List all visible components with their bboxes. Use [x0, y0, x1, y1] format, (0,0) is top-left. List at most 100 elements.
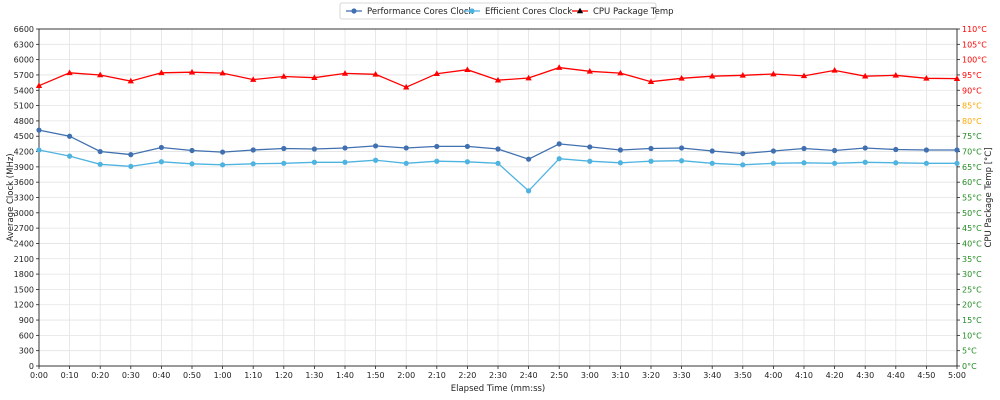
x-tick-label: 0:20 — [91, 371, 109, 380]
right-y-axis-title: CPU Package Temp [°C] — [984, 147, 994, 247]
right-tick-label: 90°C — [962, 86, 982, 95]
legend-item-0: Performance Cores Clock — [346, 7, 474, 17]
data-point — [158, 144, 164, 151]
legend-marker — [469, 8, 475, 14]
right-tick-label: 65°C — [962, 163, 982, 172]
right-tick-label: 50°C — [962, 209, 982, 218]
data-point — [280, 73, 287, 79]
right-tick-label: 45°C — [962, 224, 982, 233]
data-point — [923, 75, 930, 81]
data-point — [464, 159, 470, 165]
right-tick-label: 85°C — [962, 102, 982, 111]
left-tick-label: 3600 — [14, 178, 34, 187]
left-tick-label: 5700 — [14, 71, 34, 80]
x-tick-label: 3:00 — [581, 371, 599, 380]
data-point — [648, 158, 654, 164]
x-tick-label: 0:50 — [183, 371, 201, 380]
right-y-axis: 0°C 5°C 10°C 15°C 20°C 25°C 30°C 35°C 40°C 45°C 50… — [957, 25, 987, 371]
x-tick-label: 5:00 — [948, 371, 966, 380]
data-point — [36, 147, 42, 153]
data-point — [801, 160, 807, 166]
right-tick-label: 20°C — [962, 301, 982, 310]
left-tick-label: 3900 — [14, 163, 34, 172]
x-tick-label: 2:20 — [458, 371, 476, 380]
legend-label: Efficient Cores Clock — [485, 7, 572, 17]
data-point — [801, 145, 807, 152]
data-point — [892, 71, 899, 78]
data-point — [158, 159, 164, 165]
legend: Performance Cores Clock Efficient Cores C… — [339, 2, 674, 20]
right-tick-label: 10°C — [962, 331, 982, 340]
x-tick-label: 2:30 — [489, 371, 507, 380]
data-point — [311, 146, 317, 152]
data-point — [526, 156, 532, 162]
right-tick-label: 30°C — [962, 270, 982, 279]
left-tick-label: 2100 — [14, 255, 34, 264]
x-tick-label: 3:30 — [673, 371, 691, 380]
data-point — [341, 70, 349, 76]
data-point — [617, 160, 624, 166]
legend-item-1: Efficient Cores Clock — [464, 7, 572, 17]
data-point — [587, 144, 593, 150]
left-tick-label: 5400 — [14, 86, 34, 95]
data-point — [220, 149, 226, 155]
series-2 — [35, 64, 961, 90]
data-point — [739, 71, 746, 78]
right-tick-label: 5°C — [962, 347, 977, 356]
data-point — [433, 70, 440, 77]
x-axis-title: Elapsed Time (mm:ss) — [451, 384, 546, 394]
x-tick-label: 1:00 — [214, 371, 232, 380]
left-tick-label: 2400 — [14, 239, 34, 248]
data-point — [740, 150, 746, 157]
x-tick-label: 4:00 — [764, 371, 782, 380]
series-layer — [35, 64, 961, 194]
data-point — [617, 147, 624, 153]
x-tick-label: 4:50 — [917, 371, 935, 380]
data-point — [495, 160, 501, 166]
left-tick-label: 4200 — [14, 148, 34, 157]
data-point — [372, 71, 379, 77]
left-tick-label: 4800 — [14, 117, 34, 126]
data-point — [128, 163, 134, 169]
data-point — [311, 159, 317, 165]
left-tick-label: 1200 — [14, 301, 34, 310]
legend-marker — [351, 8, 357, 14]
data-point — [464, 143, 470, 150]
data-point — [556, 64, 563, 70]
x-tick-label: 3:40 — [703, 371, 721, 380]
legend-label: CPU Package Temp — [593, 7, 674, 17]
x-tick-label: 3:20 — [642, 371, 660, 380]
right-tick-label: 95°C — [962, 71, 982, 80]
legend-item-2: CPU Package Temp — [572, 7, 674, 17]
x-axis: 0:00 0:10 0:20 0:30 0:40 0:50 1:00 1:10 1:20 1:30… — [30, 366, 966, 380]
left-tick-label: 2700 — [14, 224, 34, 233]
left-y-axis-title: Average Clock (MHz) — [6, 153, 16, 241]
left-tick-label: 6600 — [14, 25, 34, 34]
data-point — [188, 68, 196, 75]
left-tick-label: 600 — [19, 331, 34, 340]
data-point — [127, 77, 134, 84]
data-point — [953, 75, 961, 81]
x-tick-label: 0:30 — [122, 371, 140, 380]
data-point — [495, 146, 501, 152]
x-tick-label: 0:00 — [30, 371, 48, 380]
x-tick-label: 2:50 — [550, 371, 568, 380]
x-tick-label: 4:30 — [856, 371, 874, 380]
series-1 — [36, 147, 960, 194]
data-point — [434, 143, 440, 150]
left-tick-label: 900 — [19, 316, 34, 325]
right-tick-label: 75°C — [962, 132, 982, 141]
x-tick-label: 1:50 — [367, 371, 385, 380]
data-point — [832, 160, 838, 166]
data-point — [342, 145, 348, 151]
right-tick-label: 105°C — [962, 40, 987, 49]
right-tick-label: 110°C — [962, 25, 987, 34]
data-point — [556, 141, 562, 147]
data-point — [923, 160, 930, 166]
x-tick-label: 1:30 — [305, 371, 323, 380]
right-tick-label: 100°C — [962, 56, 987, 65]
left-tick-label: 3000 — [14, 209, 34, 218]
data-point — [526, 188, 532, 194]
data-point — [464, 66, 471, 73]
data-point — [403, 83, 410, 90]
